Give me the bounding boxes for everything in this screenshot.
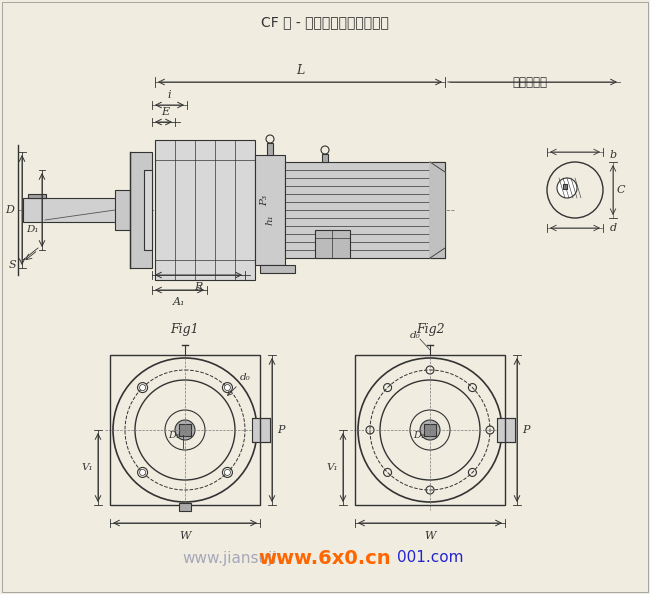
Text: Fig2: Fig2 [416, 324, 445, 336]
Circle shape [140, 384, 146, 391]
Bar [110, 355, 260, 505]
Text: L: L [296, 64, 304, 77]
Text: A₁: A₁ [174, 297, 186, 307]
Bar [155, 140, 255, 280]
Text: P: P [277, 425, 285, 435]
Bar [23, 198, 120, 222]
Bar [115, 190, 132, 230]
Bar [179, 503, 191, 511]
Text: V₁: V₁ [81, 463, 93, 472]
Text: h₁: h₁ [265, 214, 274, 225]
Text: i: i [168, 90, 171, 100]
Circle shape [224, 469, 231, 475]
Bar [28, 194, 46, 198]
Bar [144, 170, 152, 250]
Text: S: S [8, 260, 16, 270]
Text: D₁: D₁ [413, 431, 425, 440]
Text: P: P [522, 425, 530, 435]
Text: CF 型 - 法兰安装斜齿轮减速机: CF 型 - 法兰安装斜齿轮减速机 [261, 15, 389, 29]
Text: www.jiansuji: www.jiansuji [183, 551, 278, 565]
Text: Fig1: Fig1 [171, 324, 200, 336]
Bar [322, 154, 328, 162]
Circle shape [224, 384, 231, 391]
Circle shape [557, 178, 577, 198]
Text: d₀: d₀ [227, 373, 251, 396]
Text: b: b [610, 150, 617, 160]
Bar [179, 424, 191, 436]
Bar [130, 152, 152, 268]
Text: d₀: d₀ [410, 330, 421, 340]
Text: W: W [179, 531, 190, 541]
Text: www.6x0.cn: www.6x0.cn [259, 548, 391, 567]
Text: W: W [424, 531, 436, 541]
Bar [255, 155, 285, 265]
Circle shape [140, 469, 146, 475]
Bar [315, 230, 350, 258]
Text: d: d [610, 223, 617, 233]
Polygon shape [430, 162, 445, 258]
Circle shape [175, 420, 195, 440]
Text: R: R [194, 282, 203, 292]
Bar [430, 162, 445, 258]
Text: D₁: D₁ [168, 431, 180, 440]
Bar [285, 162, 445, 258]
Text: V₁: V₁ [326, 463, 338, 472]
Text: D: D [5, 205, 14, 215]
Text: 按电机尺寸: 按电机尺寸 [512, 75, 547, 89]
Bar [260, 265, 295, 273]
Text: P₃: P₃ [261, 194, 270, 206]
Bar [424, 424, 436, 436]
Bar [252, 418, 270, 442]
Text: D₁: D₁ [27, 226, 39, 235]
Circle shape [420, 420, 440, 440]
Text: C: C [617, 185, 625, 195]
Text: 001.com: 001.com [396, 551, 463, 565]
Text: E: E [161, 107, 170, 117]
Bar [497, 418, 515, 442]
Bar [563, 184, 567, 189]
Bar [267, 143, 273, 155]
Bar [355, 355, 505, 505]
